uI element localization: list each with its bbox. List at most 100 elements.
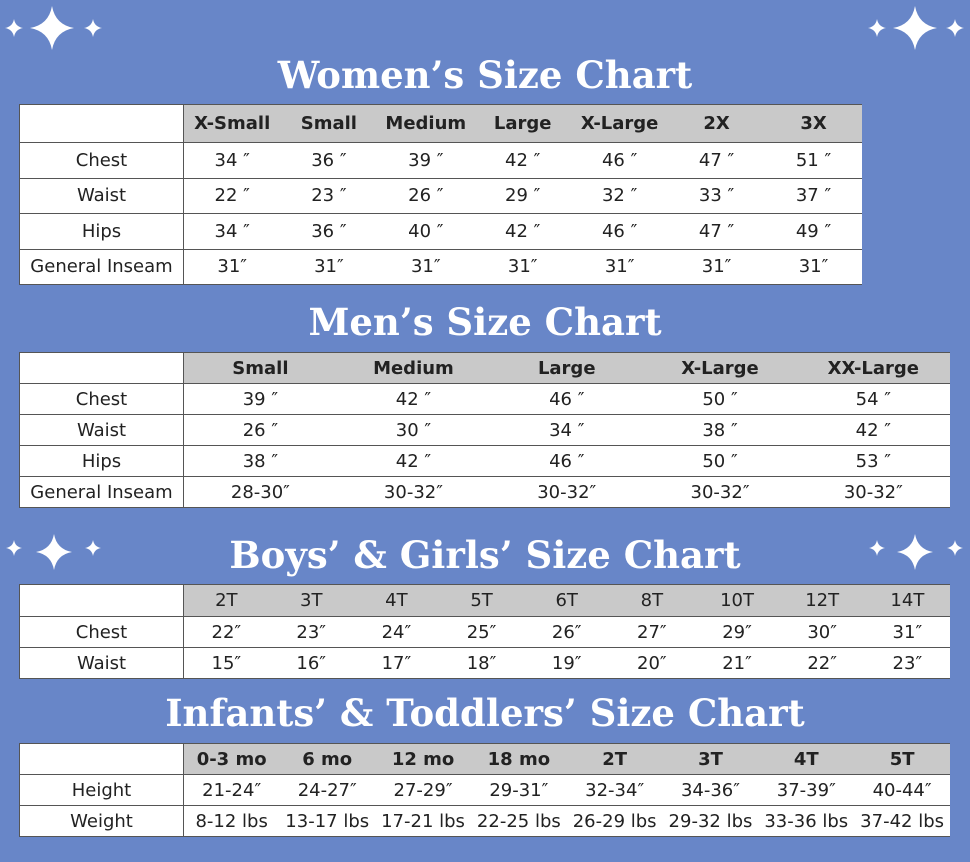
section-title: Boys’ & Girls’ Size Chart	[229, 533, 741, 577]
size-cell: 33-36 lbs	[758, 805, 855, 837]
section-title: Women’s Size Chart	[277, 53, 693, 97]
size-cell: 8-12 lbs	[183, 805, 280, 837]
size-cell: 51 ″	[765, 142, 862, 179]
section-title: Men’s Size Chart	[308, 300, 662, 344]
column-header: 12T	[779, 584, 865, 617]
column-header: 5T	[854, 743, 950, 775]
row-label: Height	[19, 774, 184, 806]
row-label: General Inseam	[19, 248, 184, 285]
size-cell: 30-32″	[643, 476, 797, 508]
size-cell: 38 ″	[643, 414, 797, 446]
size-cell: 49 ″	[765, 213, 862, 250]
column-header: X-Small	[183, 104, 281, 143]
size-cell: 31″	[377, 248, 475, 285]
column-header: X-Large	[571, 104, 669, 143]
size-table: Small Medium Large X-Large XX-Large Chest 39 ″…	[19, 352, 950, 508]
column-header: 5T	[438, 584, 525, 617]
size-cell: 19″	[524, 647, 610, 679]
size-row: Chest 22″ 23″ 24″ 25″ 26″ 27″ 29″ 30″ 31″	[19, 616, 950, 648]
size-cell: 26 ″	[183, 414, 337, 446]
size-cell: 29 ″	[474, 177, 572, 214]
column-header: 6T	[524, 584, 610, 617]
size-cell: 31″	[864, 616, 950, 648]
size-row: Weight 8-12 lbs 13-17 lbs 17-21 lbs 22-25 lb…	[19, 805, 950, 837]
sparkle	[868, 19, 886, 37]
row-label: Hips	[19, 213, 184, 250]
size-cell: 18″	[438, 647, 525, 679]
column-header: 18 mo	[470, 743, 567, 775]
row-label: Hips	[19, 445, 184, 477]
size-cell: 50 ″	[643, 383, 797, 415]
column-header: 2X	[668, 104, 766, 143]
row-label: Waist	[19, 647, 184, 679]
column-header: 3T	[268, 584, 354, 617]
row-label: Waist	[19, 177, 184, 214]
size-cell: 39 ″	[183, 383, 337, 415]
column-header: 0-3 mo	[183, 743, 280, 775]
size-cell: 26 ″	[377, 177, 475, 214]
column-header: XX-Large	[796, 352, 950, 384]
size-row: Hips 38 ″ 42 ″ 46 ″ 50 ″ 53 ″	[19, 445, 950, 477]
size-cell: 31″	[571, 248, 669, 285]
size-row: Hips 34 ″ 36 ″ 40 ″ 42 ″ 46 ″ 47 ″ 49 ″	[19, 213, 862, 250]
size-cell: 42 ″	[336, 383, 491, 415]
size-row: Chest 34 ″ 36 ″ 39 ″ 42 ″ 46 ″ 47 ″ 51 ″	[19, 142, 862, 179]
column-header: 12 mo	[375, 743, 471, 775]
column-header: Small	[280, 104, 378, 143]
size-cell: 22-25 lbs	[470, 805, 567, 837]
sparkle	[30, 5, 74, 50]
corner-cell	[19, 584, 184, 617]
size-cell: 22 ″	[183, 177, 281, 214]
size-cell: 37-39″	[758, 774, 855, 806]
size-cell: 31″	[765, 248, 862, 285]
row-label: Chest	[19, 142, 184, 179]
column-header: Small	[183, 352, 337, 384]
size-cell: 29-31″	[470, 774, 567, 806]
header-row: Small Medium Large X-Large XX-Large	[19, 352, 950, 384]
column-header: 3X	[765, 104, 862, 143]
size-cell: 31″	[474, 248, 572, 285]
size-cell: 47 ″	[668, 142, 766, 179]
sparkle	[4, 19, 23, 37]
size-cell: 46 ″	[490, 383, 644, 415]
size-cell: 42 ″	[474, 213, 572, 250]
size-cell: 42 ″	[336, 445, 491, 477]
column-header: 3T	[662, 743, 759, 775]
size-cell: 29″	[694, 616, 780, 648]
row-label: General Inseam	[19, 476, 184, 508]
size-row: Waist 22 ″ 23 ″ 26 ″ 29 ″ 32 ″ 33 ″ 37 ″	[19, 177, 862, 214]
size-cell: 29-32 lbs	[662, 805, 759, 837]
column-header: 10T	[694, 584, 780, 617]
size-cell: 30-32″	[796, 476, 950, 508]
section-title: Infants’ & Toddlers’ Size Chart	[165, 691, 805, 735]
column-header: 2T	[566, 743, 663, 775]
sparkle	[946, 19, 964, 37]
size-cell: 42 ″	[796, 414, 950, 446]
size-cell: 22″	[779, 647, 865, 679]
column-header: 2T	[183, 584, 269, 617]
size-cell: 23″	[864, 647, 950, 679]
row-label: Chest	[19, 616, 184, 648]
size-cell: 17-21 lbs	[375, 805, 471, 837]
size-cell: 31″	[280, 248, 378, 285]
size-cell: 21″	[694, 647, 780, 679]
size-cell: 30″	[779, 616, 865, 648]
size-cell: 20″	[609, 647, 695, 679]
size-cell: 25″	[438, 616, 525, 648]
size-cell: 37 ″	[765, 177, 862, 214]
size-cell: 54 ″	[796, 383, 950, 415]
header-row: X-Small Small Medium Large X-Large 2X 3X	[19, 104, 862, 143]
column-header: 4T	[758, 743, 855, 775]
size-cell: 15″	[183, 647, 269, 679]
column-header: Large	[490, 352, 644, 384]
size-cell: 34 ″	[183, 142, 281, 179]
size-row: General Inseam 31″ 31″ 31″ 31″ 31″ 31″ 31″	[19, 248, 862, 285]
size-table: 2T 3T 4T 5T 6T 8T 10T 12T 14T Chest 22″ 23″ 24″ 25″ 26…	[19, 584, 950, 679]
size-cell: 40-44″	[854, 774, 950, 806]
size-cell: 32 ″	[571, 177, 669, 214]
size-row: General Inseam 28-30″ 30-32″ 30-32″ 30-32″ 30…	[19, 476, 950, 508]
size-cell: 50 ″	[643, 445, 797, 477]
size-table: X-Small Small Medium Large X-Large 2X 3X Chest 3…	[19, 104, 862, 285]
size-cell: 53 ″	[796, 445, 950, 477]
